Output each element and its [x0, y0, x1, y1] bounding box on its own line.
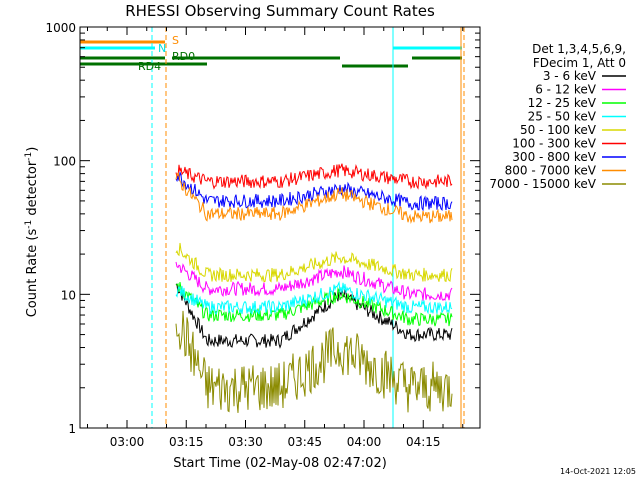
y-tick-label: 1	[68, 422, 76, 436]
legend-label: 25 - 50 keV	[528, 110, 597, 124]
legend-label: 6 - 12 keV	[535, 83, 597, 97]
timestamp: 14-Oct-2021 12:05	[560, 467, 636, 476]
plot-area	[80, 27, 465, 428]
plot-frame	[79, 26, 481, 429]
x-axis-label: Start Time (02-May-08 02:47:02)	[173, 456, 387, 471]
x-tick-label: 04:00	[347, 435, 382, 449]
annotation-rd4: RD4	[138, 60, 161, 73]
legend-label: 7000 - 15000 keV	[489, 177, 596, 191]
annotation-rd0: RD0	[172, 50, 195, 63]
y-tick-label: 100	[53, 155, 76, 169]
series-line-8	[175, 310, 453, 413]
series-line-5	[175, 163, 453, 190]
legend-label: 50 - 100 keV	[520, 123, 597, 137]
y-tick-label: 1000	[45, 21, 76, 35]
legend-label: 3 - 6 keV	[543, 69, 597, 83]
y-axis-label-sup: -1	[24, 152, 34, 161]
legend-label: 800 - 7000 keV	[505, 164, 597, 178]
legend-header-line1: Det 1,3,4,5,6,9,	[532, 42, 626, 56]
y-axis-label-part: detector	[25, 160, 40, 220]
axes: 1 10 100 1000 03:00 03:15 03:30 03:45 04:00 04:15	[45, 21, 481, 449]
legend-label: 100 - 300 keV	[512, 137, 596, 151]
annotation-saa: S	[172, 34, 179, 47]
x-tick-label: 03:15	[169, 435, 204, 449]
y-tick-label: 10	[61, 288, 76, 302]
series-line-3	[175, 280, 453, 315]
y-axis-label-part: Count Rate (s	[25, 229, 40, 318]
legend-label: 12 - 25 keV	[528, 96, 597, 110]
x-tick-label: 03:45	[287, 435, 322, 449]
y-axis-label: Count Rate (s-1 detector-1)	[24, 147, 40, 318]
series-line-7	[175, 172, 453, 224]
series-line-6	[175, 172, 453, 212]
y-axis-label-part: )	[25, 147, 40, 152]
x-tick-label: 03:00	[110, 435, 145, 449]
series-line-0	[175, 283, 453, 349]
legend-label: 300 - 800 keV	[512, 150, 596, 164]
x-tick-label: 04:15	[406, 435, 441, 449]
y-axis-label-sup: -1	[24, 220, 34, 229]
legend-header-line2: FDecim 1, Att 0	[533, 56, 626, 70]
series-line-4	[175, 242, 453, 283]
x-tick-label: 03:30	[228, 435, 263, 449]
chart-title: RHESSI Observing Summary Count Rates	[125, 2, 435, 20]
annotation-night: N	[158, 42, 166, 55]
series-line-1	[175, 261, 453, 302]
